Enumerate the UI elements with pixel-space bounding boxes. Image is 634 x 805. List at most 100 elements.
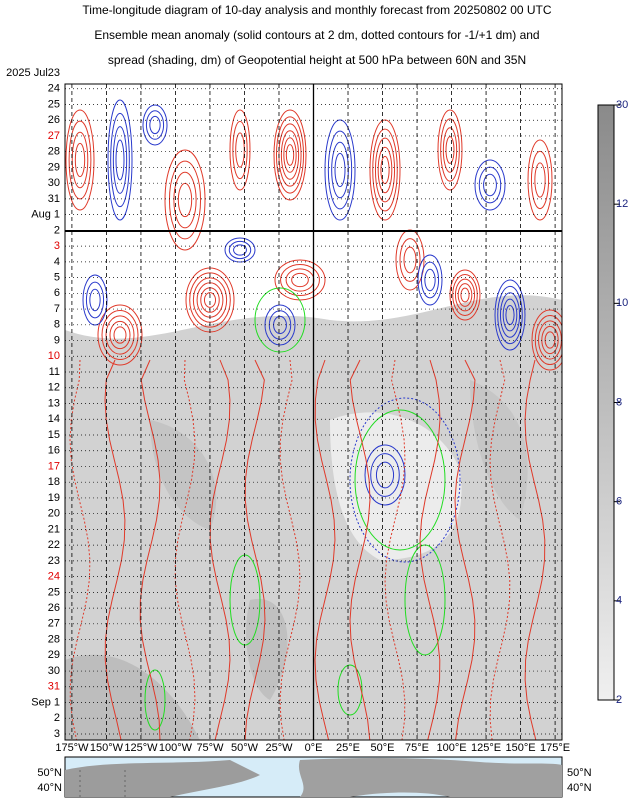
y-tick-label: 25: [48, 98, 60, 110]
y-tick-label: 31: [48, 681, 60, 693]
contour: [331, 141, 349, 199]
map-lat-label: 40°N: [37, 782, 62, 794]
colorbar-label: 8: [616, 396, 622, 408]
y-tick-label: 28: [48, 146, 60, 158]
contour: [419, 359, 441, 740]
contour: [489, 359, 511, 740]
contour: [364, 444, 406, 506]
contour: [164, 149, 206, 251]
contour: [110, 112, 130, 208]
y-tick-label: 13: [48, 397, 60, 409]
contour: [97, 304, 143, 366]
y-tick-label: 24: [48, 83, 60, 95]
contour: [497, 285, 523, 345]
contour: [538, 320, 562, 360]
y-tick-label: 27: [48, 130, 60, 142]
y-tick-label: 22: [48, 539, 60, 551]
contour: [68, 120, 92, 200]
contour: [279, 359, 301, 740]
contour: [314, 359, 336, 740]
contour: [65, 109, 95, 211]
contour: [334, 152, 346, 188]
contour: [74, 142, 86, 178]
contour: [291, 272, 309, 288]
y-tick-label: 30: [48, 665, 60, 677]
contour: [384, 359, 406, 740]
x-tick-label: 175°W: [55, 742, 89, 754]
contour: [174, 359, 196, 740]
contour: [452, 274, 478, 316]
contour: [244, 359, 266, 740]
contour: [474, 159, 506, 211]
y-tick-label: 25: [48, 586, 60, 598]
y-tick-label: 28: [48, 633, 60, 645]
y-tick-label: 6: [54, 287, 60, 299]
contour: [71, 131, 89, 189]
x-tick-label: 125°E: [471, 742, 501, 754]
title-line: Time-longitude diagram of 10-day analysi…: [82, 3, 551, 17]
contour: [403, 246, 417, 274]
y-tick-label: 3: [54, 240, 60, 252]
contour: [530, 150, 550, 210]
y-tick-label: 30: [48, 177, 60, 189]
contour: [285, 268, 315, 292]
y-tick-label: 3: [54, 728, 60, 740]
y-tick-label: 9: [54, 334, 60, 346]
contour: [280, 263, 320, 297]
y-tick-label: 26: [48, 602, 60, 614]
contour: [445, 136, 455, 164]
contour: [372, 128, 398, 212]
colorbar-label: 4: [616, 595, 622, 607]
y-tick-label: 8: [54, 319, 60, 331]
contour: [442, 127, 458, 173]
y-tick-label: 29: [48, 649, 60, 661]
contour: [173, 171, 197, 229]
x-tick-label: 25°W: [265, 742, 293, 754]
contour: [89, 288, 101, 312]
colorbar: [597, 104, 615, 701]
y-tick-label: 2: [54, 712, 60, 724]
x-tick-label: 50°E: [371, 742, 395, 754]
y-tick-label: 2025 Jul23: [6, 67, 60, 79]
contour: [203, 292, 217, 308]
y-tick-label: Aug 1: [31, 209, 60, 221]
contour: [541, 325, 559, 355]
contour: [224, 237, 256, 263]
contour: [349, 397, 461, 563]
contour: [145, 110, 165, 140]
y-tick-label: 14: [48, 413, 60, 425]
contour: [440, 118, 460, 182]
contour: [113, 326, 127, 344]
contour: [274, 259, 326, 301]
contour: [235, 132, 245, 168]
y-tick-label: 2: [54, 224, 60, 236]
contour: [232, 120, 248, 180]
y-tick-label: 27: [48, 618, 60, 630]
contour: [109, 320, 131, 350]
contour: [524, 359, 546, 740]
contour: [139, 359, 161, 740]
x-tick-label: 75°E: [405, 742, 429, 754]
title-line: spread (shading, dm) of Geopotential hei…: [108, 53, 526, 67]
contour: [324, 119, 356, 221]
map-lat-label: 50°N: [37, 767, 62, 779]
y-tick-label: 4: [54, 256, 60, 268]
y-tick-label: 19: [48, 492, 60, 504]
y-tick-label: 16: [48, 445, 60, 457]
contour: [380, 155, 390, 185]
contour: [349, 359, 371, 740]
y-tick-label: 15: [48, 429, 60, 441]
x-tick-label: 50°W: [231, 742, 259, 754]
colorbar-label: 12: [616, 198, 628, 210]
map-lat-label: 40°N: [567, 782, 592, 794]
y-tick-label: 26: [48, 114, 60, 126]
contour: [437, 109, 463, 191]
contour: [505, 304, 515, 326]
contour: [278, 123, 302, 187]
contour: [457, 283, 473, 307]
y-tick-label: 10: [48, 350, 60, 362]
contour: [424, 268, 436, 292]
contour: [534, 314, 562, 366]
contour: [417, 254, 443, 306]
